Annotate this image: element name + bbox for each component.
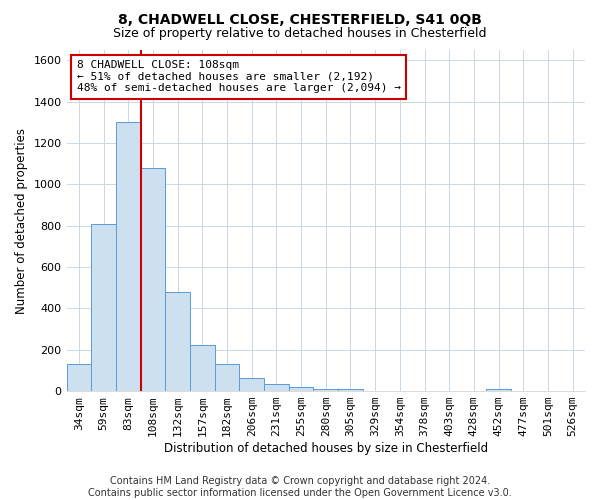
Bar bbox=[116, 122, 140, 391]
Bar bbox=[190, 344, 215, 391]
Text: Size of property relative to detached houses in Chesterfield: Size of property relative to detached ho… bbox=[113, 28, 487, 40]
Bar bbox=[165, 292, 190, 391]
Bar bbox=[215, 364, 239, 391]
Bar bbox=[91, 224, 116, 391]
Bar bbox=[264, 384, 289, 391]
Y-axis label: Number of detached properties: Number of detached properties bbox=[15, 128, 28, 314]
Bar bbox=[338, 389, 363, 391]
Bar bbox=[289, 386, 313, 391]
Bar bbox=[140, 168, 165, 391]
Text: Contains HM Land Registry data © Crown copyright and database right 2024.
Contai: Contains HM Land Registry data © Crown c… bbox=[88, 476, 512, 498]
Bar bbox=[239, 378, 264, 391]
Bar bbox=[486, 389, 511, 391]
Bar bbox=[313, 388, 338, 391]
Text: 8 CHADWELL CLOSE: 108sqm
← 51% of detached houses are smaller (2,192)
48% of sem: 8 CHADWELL CLOSE: 108sqm ← 51% of detach… bbox=[77, 60, 401, 94]
X-axis label: Distribution of detached houses by size in Chesterfield: Distribution of detached houses by size … bbox=[164, 442, 488, 455]
Text: 8, CHADWELL CLOSE, CHESTERFIELD, S41 0QB: 8, CHADWELL CLOSE, CHESTERFIELD, S41 0QB bbox=[118, 12, 482, 26]
Bar bbox=[67, 364, 91, 391]
